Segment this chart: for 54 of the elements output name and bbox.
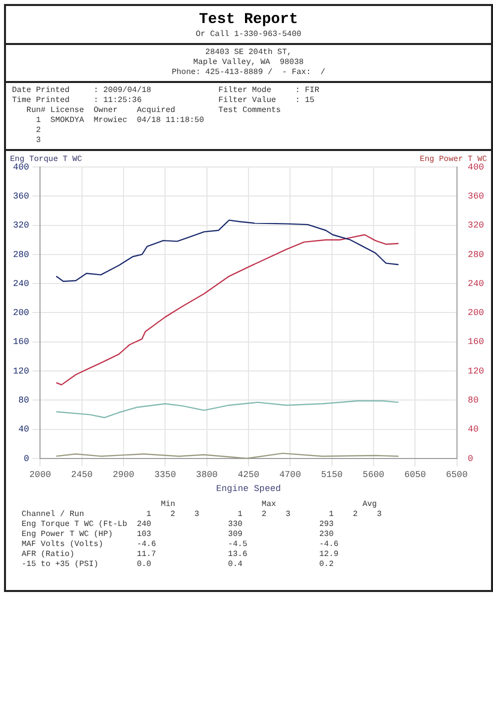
y-tick-label: 400 [13,162,30,172]
x-tick-label: 3800 [196,470,218,480]
text: 3 [35,136,42,146]
x-tick-label: 6500 [446,470,468,480]
x-tick-label: 4700 [279,470,301,480]
x-tick-label: 3350 [154,470,176,480]
y-tick-label: 120 [13,366,30,376]
text: Phone: 425-413-8889 / - Fax: / [170,68,326,78]
text: Channel / Run 1 2 3 1 2 3 1 2 3 [20,510,383,520]
text: -15 to +35 (PSI) 0.0 0.4 0.2 [20,560,335,570]
text: Run# License Owner Acquired Test Comments [25,106,282,116]
y2-tick-label: 400 [468,162,484,172]
x-tick-label: 2000 [29,470,52,480]
x-tick-label: 6050 [404,470,426,480]
x-tick-label: 2900 [112,470,134,480]
y2-tick-label: 120 [468,366,484,376]
y-tick-label: 240 [13,278,30,289]
x-tick-label: 4250 [238,470,260,480]
text: Eng Power T WC (HP) 103 309 230 [20,530,335,540]
text: Date Printed : 2009/04/18 Filter Mode : FIR [12,86,320,96]
y2-tick-label: 80 [468,396,479,406]
y2-tick-label: 40 [468,424,479,435]
text: Or Call 1-330-963-5400 [194,30,302,40]
y2-tick-label: 360 [468,192,484,202]
text: AFR (Ratio) 11.7 13.6 12.9 [20,550,340,560]
chart-title: Test Report [198,11,300,28]
x-axis-title: Engine Speed [216,484,281,494]
x-tick-label: 2450 [71,470,93,480]
y-tick-label: 200 [13,308,30,318]
y2-tick-label: 160 [468,337,484,348]
y-tick-label: 80 [18,396,30,406]
text: MAF Volts (Volts) -4.6 -4.5 -4.6 [20,540,340,550]
y-tick-label: 320 [13,220,30,231]
x-tick-label: 5150 [321,470,343,480]
text: Eng Torque T WC (Ft-Lb 240 330 293 [20,520,335,530]
text: Maple Valley, WA 98038 [192,58,305,68]
y-axis-title: Eng Torque T WC [10,155,82,164]
y2-tick-label: 280 [468,250,484,260]
y2-axis-title: Eng Power T WC [420,155,488,164]
y2-tick-label: 200 [468,308,484,318]
y-tick-label: 160 [13,337,30,348]
x-tick-label: 5600 [362,470,384,480]
y-tick-label: 40 [18,424,30,435]
y-tick-label: 280 [13,250,30,260]
text: 28403 SE 204th ST, [204,48,293,58]
y2-tick-label: 320 [468,220,484,231]
y2-tick-label: 240 [468,278,484,289]
text: 2 [35,126,42,136]
y-tick-label: 360 [13,192,30,202]
text: 1 SMOKDYA Mrowiec 04/18 11:18:50 [35,116,206,126]
y2-tick-label: 0 [468,454,474,464]
y-tick-label: 0 [24,454,30,464]
text: Min Max Avg [160,500,378,510]
text: Time Printed : 11:25:36 Filter Value : 15 [12,96,316,106]
